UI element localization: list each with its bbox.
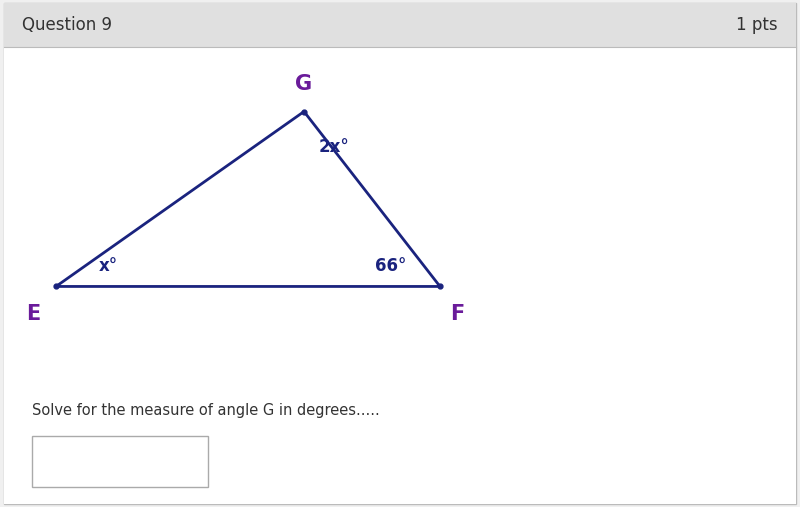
Text: 66°: 66° [374, 257, 406, 275]
Bar [32, 436, 208, 487]
Text: x°: x° [98, 257, 118, 275]
Text: Solve for the measure of angle G in degrees.....: Solve for the measure of angle G in degr… [32, 403, 380, 418]
Text: E: E [26, 304, 41, 324]
Text: 2x°: 2x° [319, 138, 350, 156]
Text: 1 pts: 1 pts [736, 16, 778, 34]
Text: F: F [450, 304, 465, 324]
Bar [4, 3, 796, 47]
Text: G: G [295, 74, 313, 94]
Text: Question 9: Question 9 [22, 16, 112, 34]
